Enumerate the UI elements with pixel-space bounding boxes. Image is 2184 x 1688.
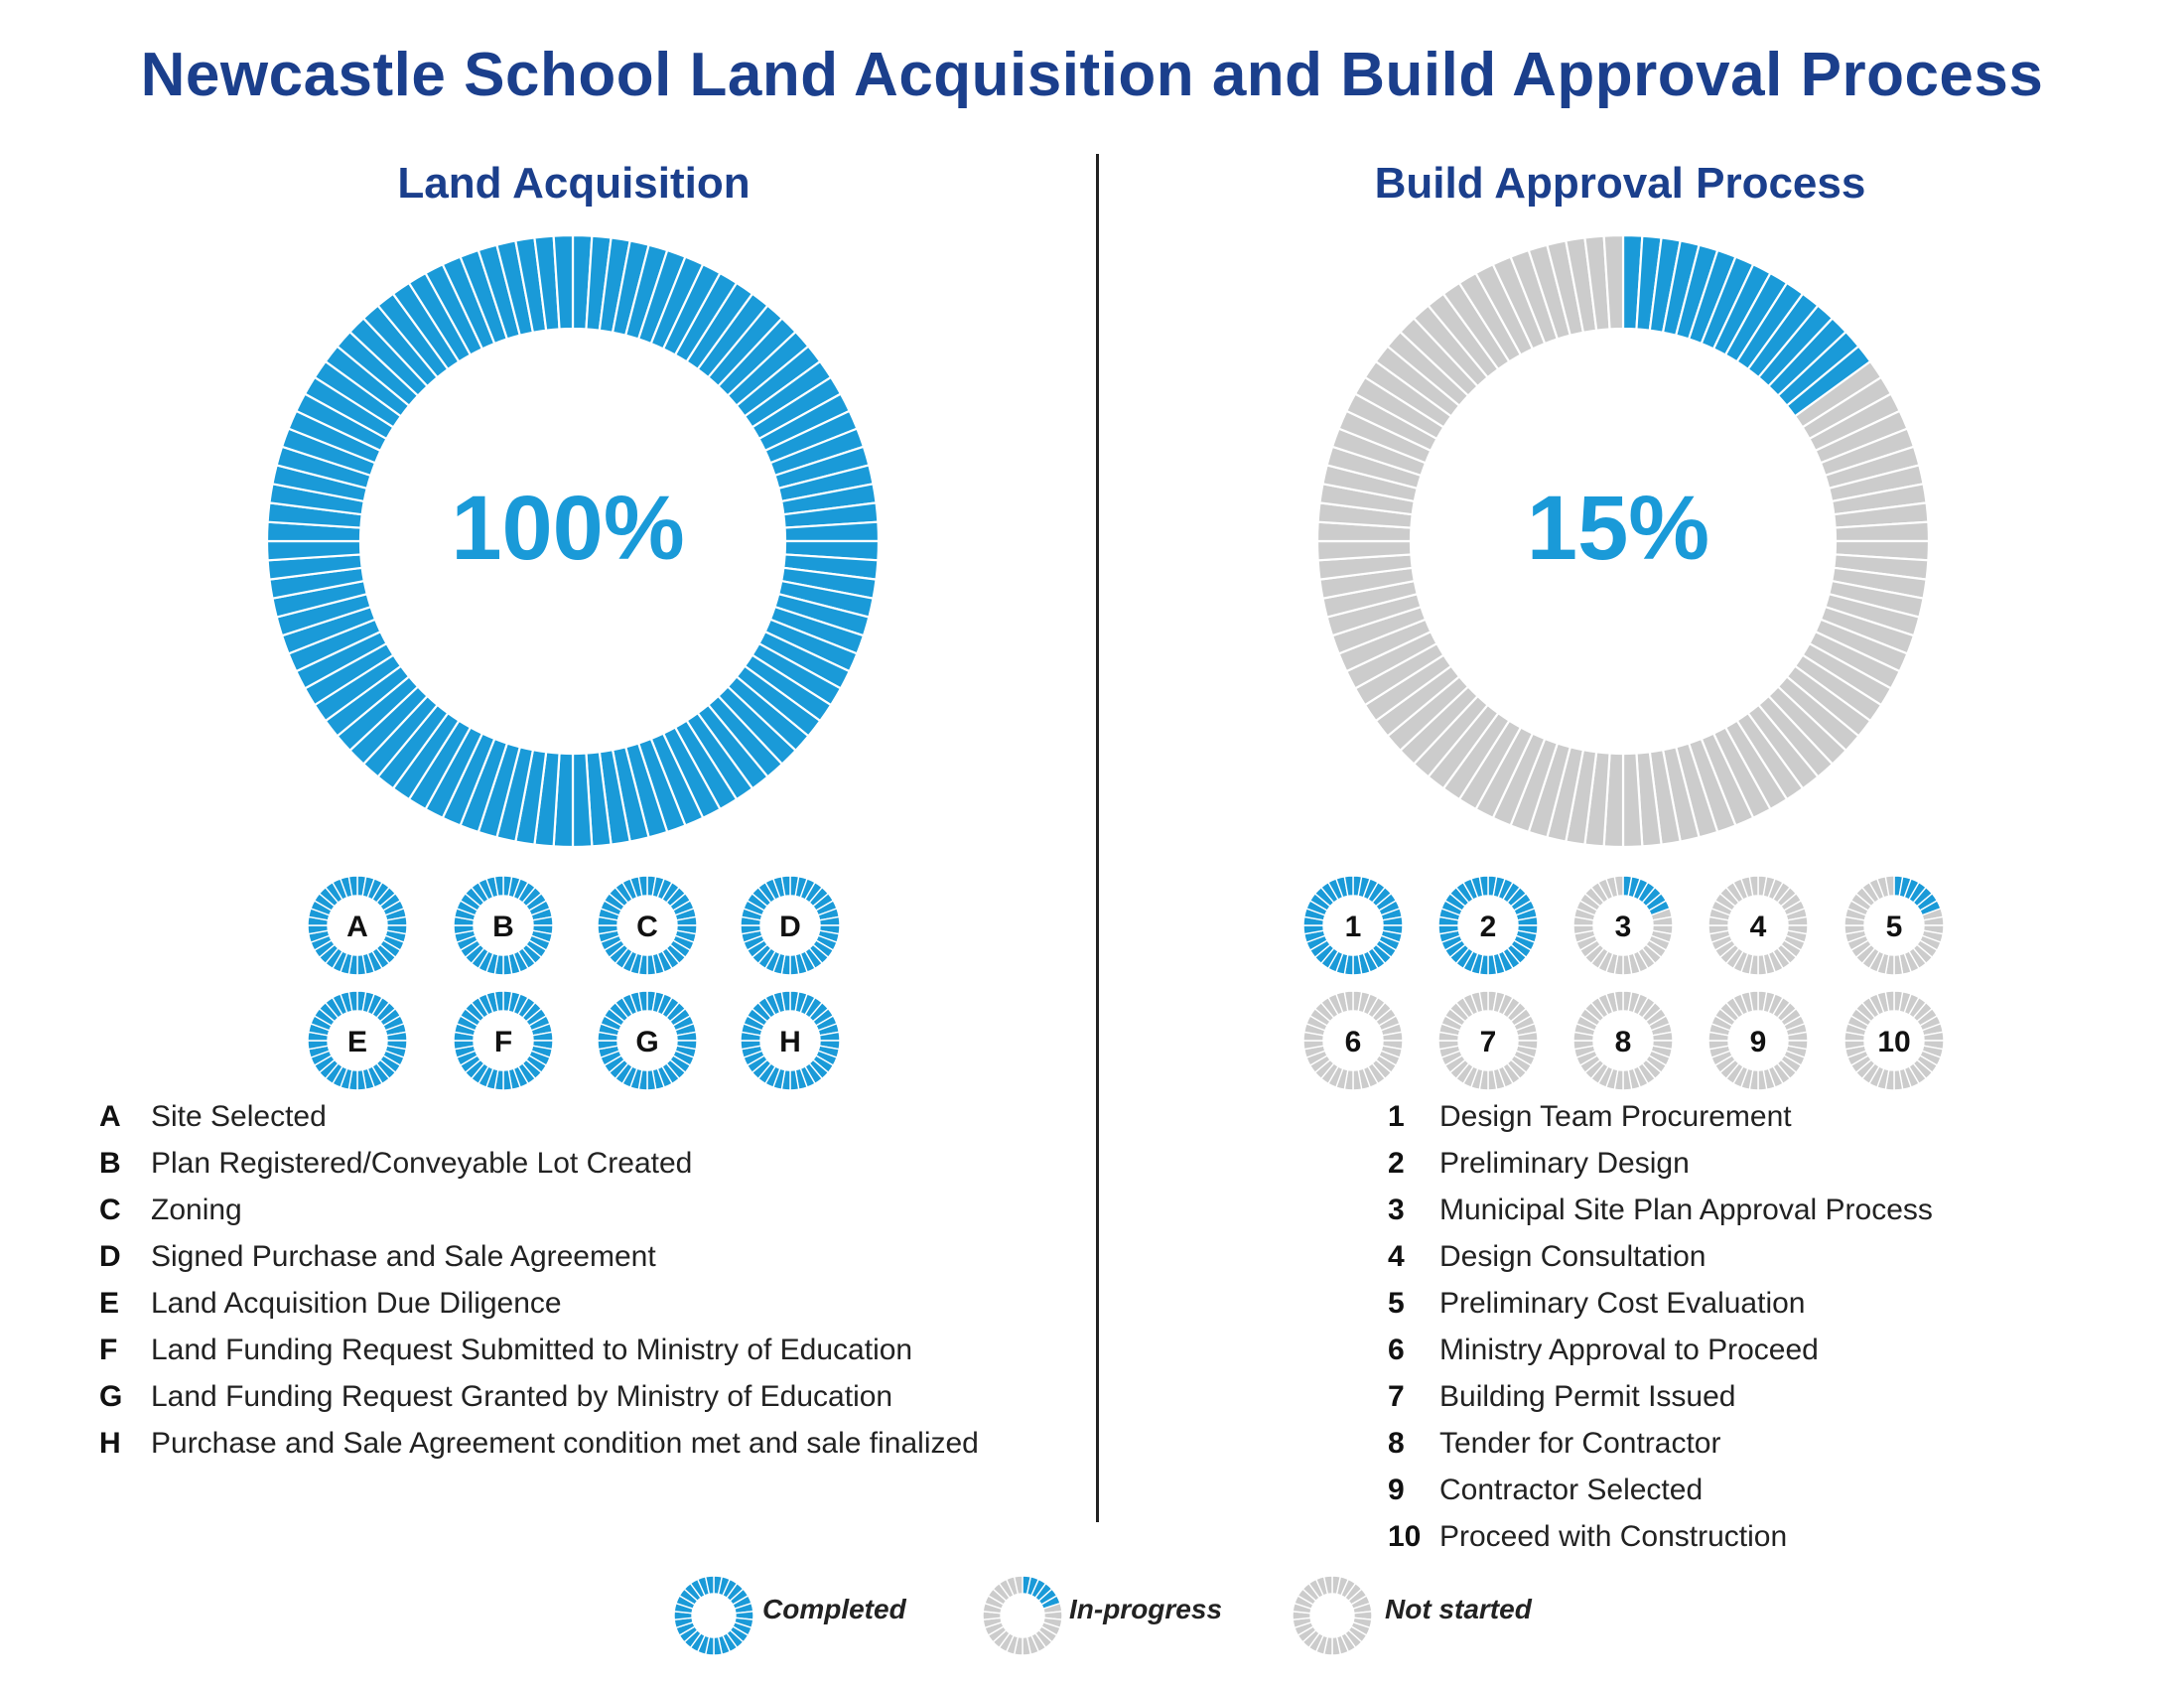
legend-item-5: 5 Preliminary Cost Evaluation (1388, 1287, 1806, 1320)
land-step-b-segment (493, 875, 504, 898)
status-label-in-progress: In-progress (1069, 1594, 1223, 1624)
build-step-1-label: 1 (1345, 911, 1362, 943)
build-step-4-donut: 4 (1707, 875, 1809, 976)
land-step-c-label: C (636, 911, 658, 943)
status-completed-donut (673, 1575, 754, 1656)
build-step-2-label: 2 (1480, 911, 1497, 943)
land-step-h-segment (780, 990, 791, 1013)
legend-item-2: 2 Preliminary Design (1388, 1147, 1690, 1180)
build-step-8-segment (1613, 990, 1624, 1013)
legend-item-1: 1 Design Team Procurement (1388, 1100, 1792, 1133)
legend-item-H: H Purchase and Sale Agreement condition m… (99, 1427, 979, 1460)
land-acquisition-title: Land Acquisition (397, 159, 751, 208)
build-step-3-segment (1613, 875, 1624, 898)
legend-item-7: 7 Building Permit Issued (1388, 1380, 1736, 1413)
build-step-10-donut: 10 (1843, 990, 1945, 1091)
land-acquisition-percent: 100% (451, 478, 685, 579)
legend-item-G: G Land Funding Request Granted by Ministr… (99, 1380, 893, 1413)
build-approval-legend: 1 Design Team Procurement 2 Preliminary De… (1388, 1099, 2162, 1566)
build-step-10-segment (1884, 990, 1895, 1013)
status-label-completed: Completed (762, 1594, 906, 1624)
build-step-7-label: 7 (1480, 1026, 1497, 1058)
land-step-a-donut: A (307, 875, 408, 976)
page-title: Newcastle School Land Acquisition and Bu… (140, 41, 2044, 109)
status-not-started-segment (1322, 1575, 1333, 1596)
legend-item-4: 4 Design Consultation (1388, 1240, 1706, 1273)
build-step-7-segment (1478, 990, 1489, 1013)
build-step-3-donut: 3 (1572, 875, 1674, 976)
center-divider (1096, 154, 1099, 1522)
land-step-f-label: F (494, 1026, 512, 1058)
land-step-d-donut: D (740, 875, 841, 976)
build-step-1-segment (1343, 875, 1354, 898)
build-step-5-segment (1884, 875, 1895, 898)
build-step-6-label: 6 (1345, 1026, 1362, 1058)
build-step-6-donut: 6 (1302, 990, 1404, 1091)
build-step-7-donut: 7 (1437, 990, 1539, 1091)
build-approval-process-big-donut (1315, 233, 1931, 849)
status-in-progress-donut (982, 1575, 1063, 1656)
land-step-h-donut: H (740, 990, 841, 1091)
legend-item-C: C Zoning (99, 1194, 242, 1226)
legend-item-D: D Signed Purchase and Sale Agreement (99, 1240, 656, 1273)
build-step-4-label: 4 (1750, 911, 1767, 943)
land-acquisition-big-donut (265, 233, 881, 849)
build-approval-title: Build Approval Process (1374, 159, 1866, 208)
build-step-9-donut: 9 (1707, 990, 1809, 1091)
land-acquisition-big-segment (552, 233, 575, 331)
legend-item-F: F Land Funding Request Submitted to Minis… (99, 1334, 913, 1366)
land-step-f-donut: F (453, 990, 554, 1091)
legend-item-10: 10 Proceed with Construction (1388, 1520, 1788, 1553)
land-step-c-segment (637, 875, 648, 898)
build-step-1-donut: 1 (1302, 875, 1404, 976)
build-step-2-donut: 2 (1437, 875, 1539, 976)
build-step-9-label: 9 (1750, 1026, 1767, 1058)
build-step-9-segment (1748, 990, 1759, 1013)
status-not-started-donut (1292, 1575, 1373, 1656)
land-step-d-label: D (779, 911, 801, 943)
land-step-e-donut: E (307, 990, 408, 1091)
build-approval-process-big-segment (1602, 233, 1625, 331)
status-completed-segment (704, 1575, 715, 1596)
legend-item-A: A Site Selected (99, 1100, 327, 1133)
legend-item-8: 8 Tender for Contractor (1388, 1427, 1721, 1460)
land-step-f-segment (493, 990, 504, 1013)
land-step-e-segment (347, 990, 358, 1013)
legend-item-3: 3 Municipal Site Plan Approval Process (1388, 1194, 1933, 1226)
build-step-5-donut: 5 (1843, 875, 1945, 976)
land-step-g-donut: G (597, 990, 698, 1091)
land-step-a-segment (347, 875, 358, 898)
legend-item-E: E Land Acquisition Due Diligence (99, 1287, 562, 1320)
status-label-not-started: Not started (1385, 1594, 1532, 1624)
land-step-e-label: E (347, 1026, 367, 1058)
land-step-g-label: G (635, 1026, 658, 1058)
build-step-5-label: 5 (1886, 911, 1903, 943)
land-step-c-donut: C (597, 875, 698, 976)
legend-item-9: 9 Contractor Selected (1388, 1474, 1704, 1506)
build-step-8-donut: 8 (1572, 990, 1674, 1091)
land-step-h-label: H (779, 1026, 801, 1058)
land-step-g-segment (637, 990, 648, 1013)
status-in-progress-segment (1013, 1575, 1024, 1596)
build-step-2-segment (1478, 875, 1489, 898)
build-approval-percent: 15% (1526, 478, 1710, 579)
build-step-10-label: 10 (1877, 1026, 1910, 1058)
land-step-a-label: A (346, 911, 368, 943)
build-step-4-segment (1748, 875, 1759, 898)
legend-item-6: 6 Ministry Approval to Proceed (1388, 1334, 1819, 1366)
build-step-6-segment (1343, 990, 1354, 1013)
land-step-b-donut: B (453, 875, 554, 976)
legend-item-B: B Plan Registered/Conveyable Lot Created (99, 1147, 693, 1180)
land-step-d-segment (780, 875, 791, 898)
build-step-8-label: 8 (1615, 1026, 1632, 1058)
land-acquisition-legend: A Site Selected B Plan Registered/Conveyab… (99, 1099, 1032, 1505)
build-step-3-label: 3 (1615, 911, 1632, 943)
land-step-b-label: B (492, 911, 514, 943)
